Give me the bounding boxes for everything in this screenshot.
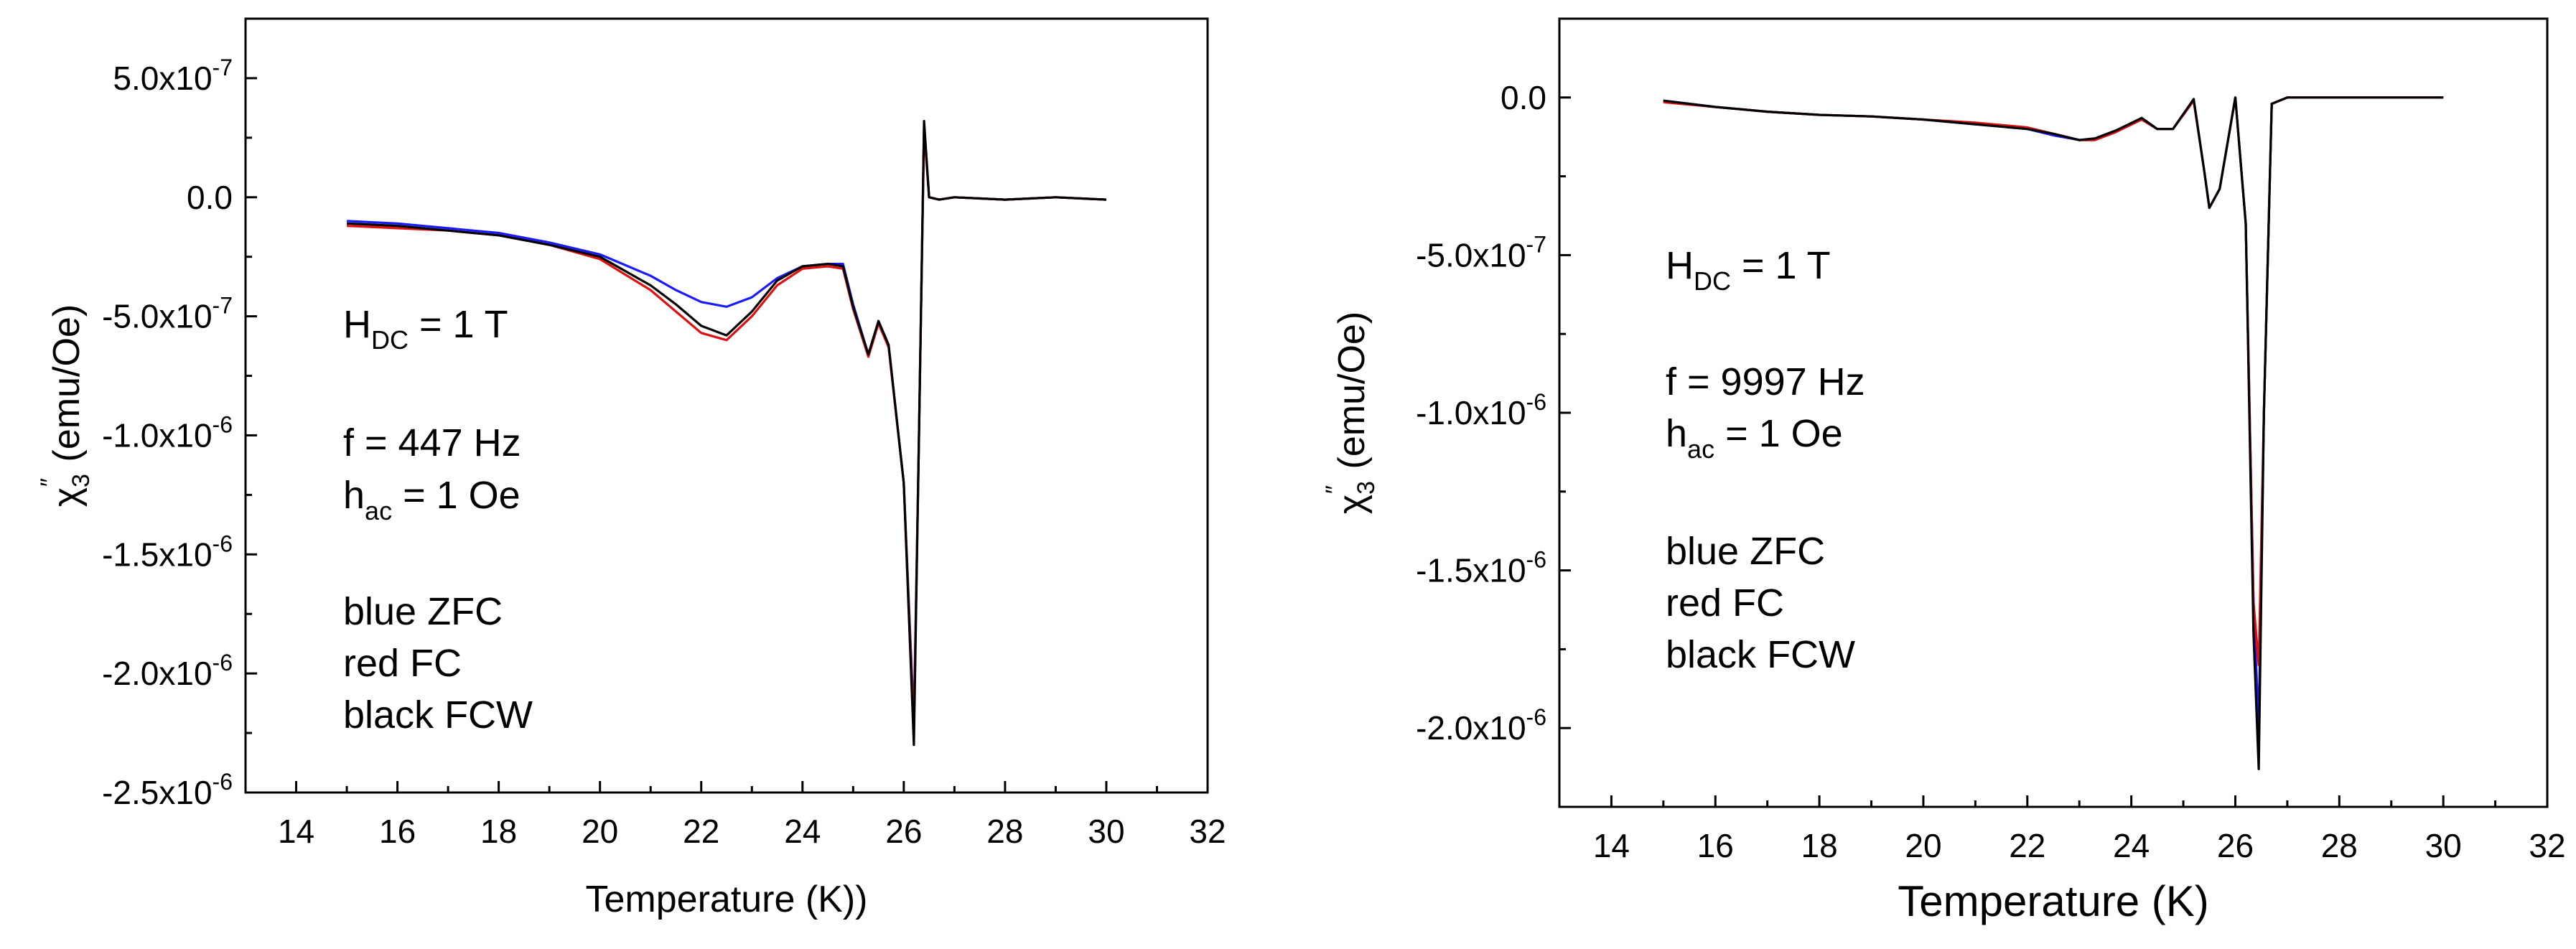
right-x-tick-label: 18 bbox=[1801, 827, 1838, 864]
left-x-tick-label: 18 bbox=[480, 813, 517, 850]
left-x-tick-label: 32 bbox=[1189, 813, 1226, 850]
right-x-tick-label: 16 bbox=[1697, 827, 1734, 864]
right-y-tick-label: 0.0 bbox=[1501, 79, 1546, 116]
left-y-tick-label: -1.5x10-6 bbox=[102, 530, 233, 573]
left-annot-hac: hac = 1 Oe bbox=[343, 474, 521, 525]
left-legend-fc: red FC bbox=[343, 642, 462, 685]
right-x-ticks: 14 16 18 20 22 24 26 28 30 32 bbox=[1558, 795, 2566, 864]
right-plot-frame bbox=[1558, 17, 2549, 808]
left-panel: 14 16 18 20 22 24 26 28 30 32 5.0x10-7 0.0 -5.0x10-… bbox=[36, 17, 1226, 920]
right-x-tick-label: 32 bbox=[2529, 827, 2565, 864]
left-x-tick-label: 24 bbox=[784, 813, 821, 850]
right-x-tick-label: 22 bbox=[2009, 827, 2045, 864]
right-y-axis-title-text: χ3″ (emu/Oe) bbox=[1321, 312, 1380, 514]
right-y-axis-title: χ3″ (emu/Oe) bbox=[1321, 312, 1380, 514]
right-legend-fcw: black FCW bbox=[1666, 633, 1855, 676]
left-y-tick-label: 5.0x10-7 bbox=[113, 55, 233, 97]
right-annot-hdc: HDC = 1 T bbox=[1666, 244, 1831, 296]
left-x-axis-title: Temperature (K)) bbox=[586, 879, 868, 920]
right-x-axis-title: Temperature (K) bbox=[1898, 877, 2208, 925]
left-x-tick-label: 22 bbox=[683, 813, 719, 850]
left-x-tick-label: 20 bbox=[582, 813, 618, 850]
left-y-tick-label: 0.0 bbox=[187, 179, 233, 216]
left-series bbox=[347, 120, 1106, 747]
right-x-tick-label: 30 bbox=[2425, 827, 2462, 864]
right-x-tick-label: 26 bbox=[2217, 827, 2254, 864]
left-y-ticks: 5.0x10-7 0.0 -5.0x10-7 -1.0x10-6 -1.5x10-6 -2… bbox=[102, 55, 257, 811]
right-y-ticks: 0.0 -5.0x10-7 -1.0x10-6 -1.5x10-6 -2.0x10-6 bbox=[1416, 79, 1571, 747]
right-y-tick-label: -1.5x10-6 bbox=[1416, 547, 1546, 589]
left-series-fcw bbox=[347, 120, 1106, 747]
left-y-axis-title: χ3″ (emu/Oe) bbox=[36, 304, 95, 507]
right-annot-hac: hac = 1 Oe bbox=[1666, 412, 1843, 464]
left-annot-freq: f = 447 Hz bbox=[343, 421, 521, 464]
left-legend-zfc: blue ZFC bbox=[343, 590, 503, 633]
right-panel: 14 16 18 20 22 24 26 28 30 32 0.0 -5.0x10-7 -1.0x10… bbox=[1321, 17, 2566, 925]
right-y-tick-label: -2.0x10-6 bbox=[1416, 704, 1546, 747]
right-legend-fc: red FC bbox=[1666, 581, 1784, 625]
right-x-tick-label: 28 bbox=[2321, 827, 2358, 864]
right-legend-zfc: blue ZFC bbox=[1666, 530, 1825, 573]
right-series bbox=[1663, 96, 2444, 770]
left-y-tick-label: -2.5x10-6 bbox=[102, 769, 233, 811]
left-y-tick-label: -1.0x10-6 bbox=[102, 411, 233, 454]
right-series-fcw bbox=[1663, 96, 2444, 770]
left-annot-hdc: HDC = 1 T bbox=[343, 303, 508, 355]
left-plot-frame bbox=[244, 17, 1209, 794]
left-x-tick-label: 14 bbox=[278, 813, 314, 850]
right-y-tick-label: -5.0x10-7 bbox=[1416, 231, 1546, 274]
left-x-tick-label: 28 bbox=[986, 813, 1023, 850]
left-x-tick-label: 26 bbox=[885, 813, 922, 850]
right-annot-freq: f = 9997 Hz bbox=[1666, 360, 1865, 403]
left-y-tick-label: -5.0x10-7 bbox=[102, 293, 233, 335]
right-x-tick-label: 24 bbox=[2113, 827, 2150, 864]
right-x-tick-label: 14 bbox=[1593, 827, 1630, 864]
left-x-tick-label: 30 bbox=[1088, 813, 1124, 850]
left-y-tick-label: -2.0x10-6 bbox=[102, 650, 233, 692]
right-x-tick-label: 20 bbox=[1905, 827, 1941, 864]
left-x-ticks: 14 16 18 20 22 24 26 28 30 32 bbox=[244, 781, 1226, 850]
left-y-axis-title-text: χ3″ (emu/Oe) bbox=[36, 304, 95, 507]
left-x-tick-label: 16 bbox=[379, 813, 416, 850]
left-legend-fcw: black FCW bbox=[343, 693, 533, 737]
right-y-tick-label: -1.0x10-6 bbox=[1416, 389, 1546, 431]
